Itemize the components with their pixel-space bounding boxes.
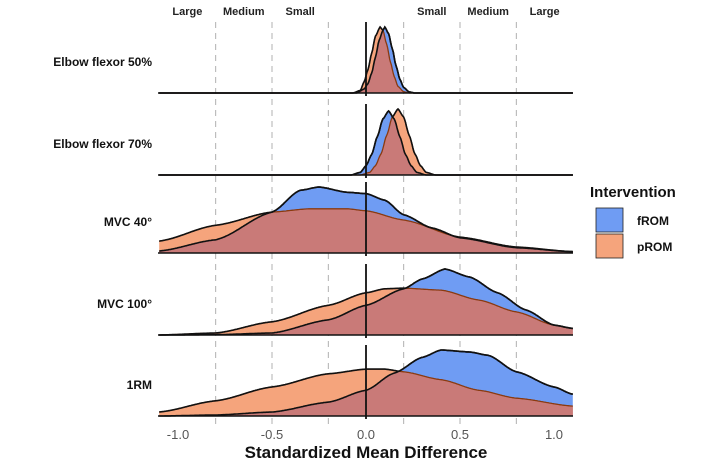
x-tick-label: 0.0: [357, 427, 375, 442]
effect-size-label: Small: [417, 6, 446, 18]
effect-size-label: Large: [530, 6, 560, 18]
x-tick-label: -0.5: [261, 427, 283, 442]
row-label: Elbow flexor 50%: [53, 55, 152, 69]
effect-size-label: Medium: [467, 6, 509, 18]
effect-size-label: Large: [172, 6, 202, 18]
x-tick-label: -1.0: [167, 427, 189, 442]
row-label: 1RM: [127, 378, 152, 392]
x-axis-title: Standardized Mean Difference: [245, 443, 488, 462]
effect-size-label: Small: [286, 6, 315, 18]
row-label: Elbow flexor 70%: [53, 137, 152, 151]
legend-label: pROM: [637, 240, 672, 254]
x-tick-label: 0.5: [451, 427, 469, 442]
x-tick-label: 1.0: [545, 427, 563, 442]
effect-size-label: Medium: [223, 6, 265, 18]
row-label: MVC 100°: [97, 297, 152, 311]
legend-title: Intervention: [590, 184, 676, 201]
legend-label: fROM: [637, 214, 669, 228]
legend-key-fROM: [595, 207, 624, 233]
row-label: MVC 40°: [104, 215, 152, 229]
legend-key-pROM: [595, 233, 624, 259]
